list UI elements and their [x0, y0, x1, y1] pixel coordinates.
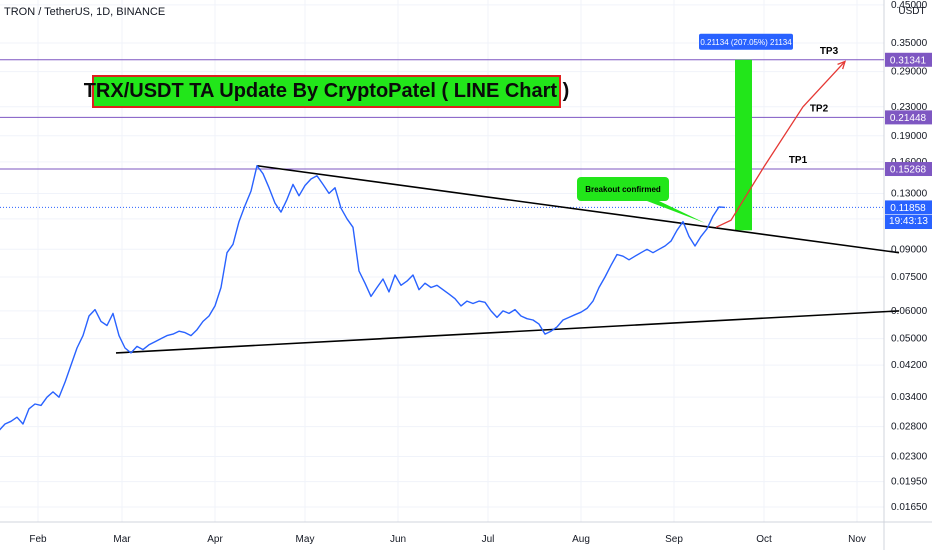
price-label-tp1: [885, 162, 932, 177]
time-tick-label: Aug: [572, 534, 590, 545]
price-label-tp2: [885, 110, 932, 125]
price-tick-label: 0.09000: [891, 244, 928, 255]
price-tick-label: 0.29000: [891, 67, 928, 78]
price-tick-label: 0.05000: [891, 334, 928, 345]
price-tick-label: 0.07500: [891, 272, 928, 283]
time-tick-label: Oct: [756, 534, 772, 545]
price-label-text-tp1: 0.15268: [890, 165, 927, 176]
measure-bar[interactable]: [735, 59, 752, 231]
price-label-text-tp3: 0.31341: [890, 55, 927, 66]
headline-banner: TRX/USDT TA Update By CryptoPatel ( LINE…: [84, 75, 569, 108]
price-line[interactable]: [0, 164, 726, 431]
target-label-tp2: TP2: [810, 103, 829, 114]
price-tick-label: 0.02800: [891, 422, 928, 433]
projection-arrow[interactable]: [715, 60, 846, 228]
trendline-support[interactable]: [115, 310, 900, 354]
time-tick-label: Sep: [665, 534, 683, 545]
price-label-text-tp2: 0.21448: [890, 113, 927, 124]
price-tick-label: 0.04200: [891, 360, 928, 371]
price-tick-label: 0.19000: [891, 131, 928, 142]
price-tick-label: 0.01650: [891, 502, 928, 513]
projection-arrow-head: [837, 60, 847, 70]
candle-countdown: 19:43:13: [885, 215, 932, 229]
price-label-tp3: [885, 52, 932, 67]
price-tick-label: 0.35000: [891, 38, 928, 49]
breakout-callout-pointer: [647, 201, 705, 223]
measure-tooltip: [699, 33, 793, 50]
currency-badge[interactable]: USDT: [898, 6, 926, 17]
breakout-callout: [577, 177, 669, 201]
price-tick-label: 0.45000: [891, 0, 928, 11]
time-tick-label: May: [296, 534, 315, 545]
price-tick-label: 0.02300: [891, 452, 928, 463]
price-tick-label: 0.06000: [891, 306, 928, 317]
price-tick-label: 0.03400: [891, 392, 928, 403]
price-tick-label: 0.01950: [891, 477, 928, 488]
time-tick-label: Nov: [848, 534, 866, 545]
target-label-tp3: TP3: [820, 46, 839, 57]
symbol-title: TRON / TetherUS, 1D, BINANCE: [4, 6, 166, 18]
current-price-label-text: 0.11858: [890, 203, 926, 214]
time-tick-label: Feb: [29, 534, 47, 545]
time-tick-label: Apr: [207, 534, 223, 545]
price-tick-label: 0.23000: [891, 102, 928, 113]
current-price-label: [885, 200, 932, 215]
price-tick-label: 0.13000: [891, 188, 928, 199]
time-tick-label: Mar: [113, 534, 131, 545]
measure-tooltip-label: 0.21134 (207.05%) 21134: [700, 38, 792, 47]
time-tick-label: Jul: [482, 534, 495, 545]
target-label-tp1: TP1: [789, 155, 808, 166]
time-tick-label: Jun: [390, 534, 406, 545]
breakout-callout-text: Breakout confirmed: [585, 185, 661, 194]
trendline-resistance[interactable]: [256, 164, 900, 254]
